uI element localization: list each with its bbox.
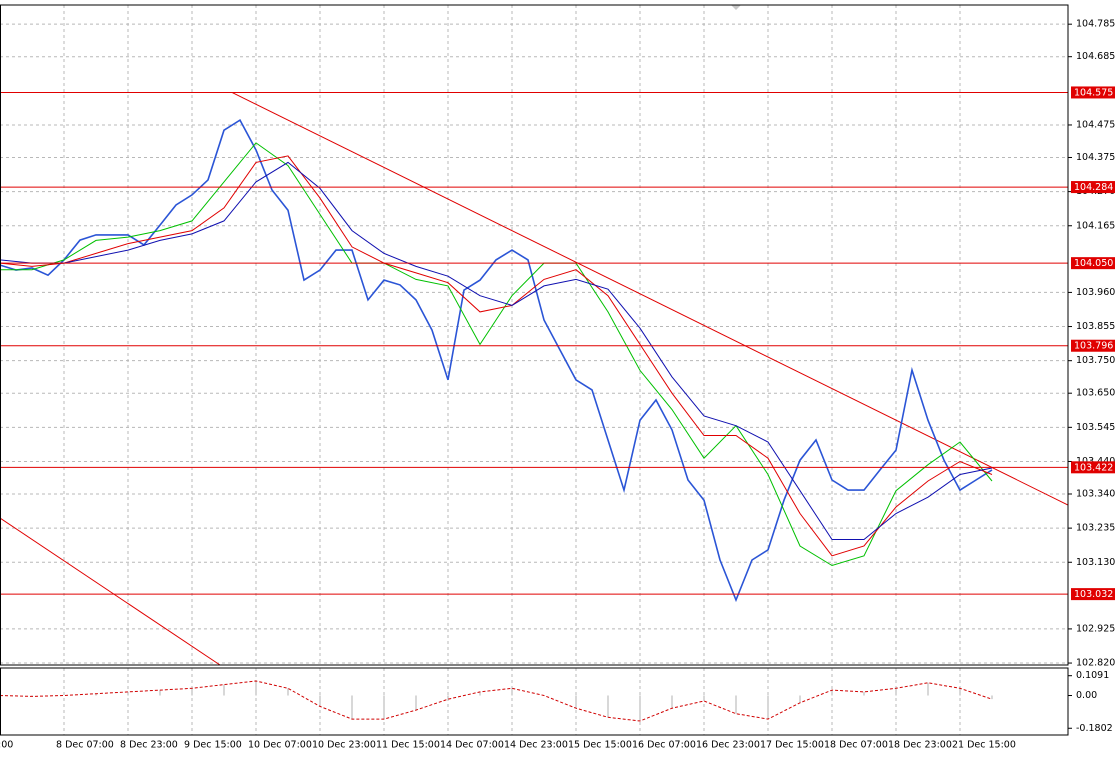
x-tick-label: 21 Dec 15:00 — [952, 740, 1016, 751]
y-tick-label: 103.235 — [1076, 523, 1115, 534]
y-tick-label: -0.1802 — [1076, 723, 1113, 734]
x-tick-label: 10 Dec 23:00 — [312, 740, 376, 751]
y-tick-label: 102.820 — [1076, 658, 1115, 669]
y-tick-label: 102.925 — [1076, 623, 1115, 634]
y-tick-label: 103.960 — [1076, 287, 1115, 298]
y-tick-label: 0.1091 — [1076, 670, 1109, 681]
y-tick-label: 103.340 — [1076, 488, 1115, 499]
y-tick-label: 104.685 — [1076, 51, 1115, 62]
x-tick-label: 18 Dec 07:00 — [824, 740, 888, 751]
x-tick-label: 8 Dec 23:00 — [120, 740, 178, 751]
y-tick-label: 103.545 — [1076, 422, 1115, 433]
y-tick-label: 104.475 — [1076, 119, 1115, 130]
y-tick-label: 103.750 — [1076, 355, 1115, 366]
y-tick-label: 104.375 — [1076, 152, 1115, 163]
x-tick-label: 14 Dec 07:00 — [440, 740, 504, 751]
level-label: 104.284 — [1074, 182, 1113, 193]
y-tick-label: 103.130 — [1076, 557, 1115, 568]
x-tick-label: 17 Dec 15:00 — [760, 740, 824, 751]
x-tick-label: 10 Dec 07:00 — [248, 740, 312, 751]
x-tick-label: 8 Dec 07:00 — [56, 740, 114, 751]
level-label: 104.575 — [1074, 87, 1113, 98]
level-label: 103.796 — [1074, 341, 1113, 352]
level-label: 103.032 — [1074, 589, 1113, 600]
x-tick-label: 18 Dec 23:00 — [888, 740, 952, 751]
level-label-box — [1071, 588, 1115, 601]
x-tick-label: 11 Dec 15:00 — [376, 740, 440, 751]
price-line — [0, 142, 993, 567]
x-tick-label: 16 Dec 07:00 — [632, 740, 696, 751]
x-tick-label: 9 Dec 15:00 — [184, 740, 242, 751]
y-tick-label: 0.00 — [1076, 690, 1097, 701]
x-tick-label: 14 Dec 23:00 — [504, 740, 568, 751]
level-label-box — [1071, 461, 1115, 474]
x-tick-label: 16 Dec 23:00 — [696, 740, 760, 751]
x-tick-label: 5:00 — [0, 740, 13, 751]
level-label-box — [1071, 86, 1115, 99]
level-label-box — [1071, 257, 1115, 270]
x-tick-label: 15 Dec 15:00 — [568, 740, 632, 751]
trendline — [231, 92, 1069, 506]
main-frame — [0, 4, 1069, 666]
trendline — [0, 517, 221, 666]
y-tick-label: 103.855 — [1076, 321, 1115, 332]
level-label: 103.422 — [1074, 462, 1113, 473]
y-tick-label: 103.650 — [1076, 388, 1115, 399]
price-line — [0, 161, 993, 540]
level-label: 104.050 — [1074, 258, 1113, 269]
shift-marker — [731, 5, 741, 10]
price-line — [0, 118, 993, 603]
indicator-line — [0, 680, 993, 722]
y-tick-label: 104.165 — [1076, 220, 1115, 231]
level-label-box — [1071, 181, 1115, 194]
level-label-box — [1071, 339, 1115, 352]
price-line — [0, 155, 993, 557]
y-tick-label: 104.785 — [1076, 19, 1115, 30]
indicator-frame — [0, 667, 1069, 736]
